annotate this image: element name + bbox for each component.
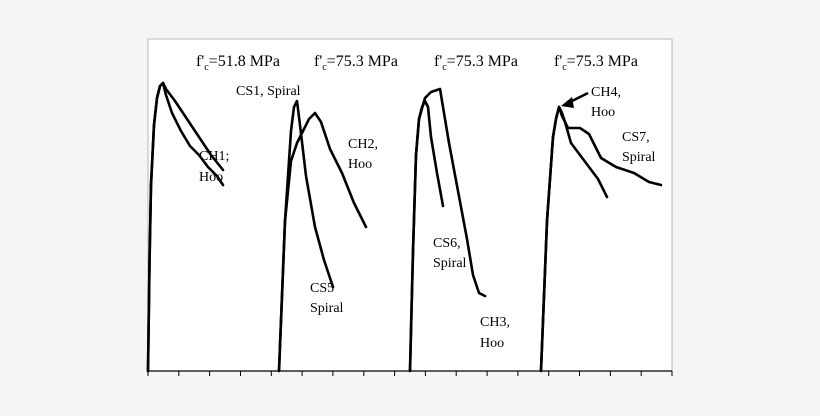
label-ch3-line1: CH3, (480, 315, 510, 330)
label-cs7-line2: Spiral (622, 150, 656, 165)
label-ch1-line2: Hoo (199, 170, 223, 185)
label-ch4-line1: CH4, (591, 85, 621, 100)
curves-layer (146, 81, 663, 373)
label-ch1-line1: CH1; (199, 149, 229, 164)
ch4-arrow (561, 91, 589, 108)
label-ch3-line2: Hoo (480, 336, 504, 351)
x-axis-ticks (147, 371, 673, 376)
ch2-curve (277, 111, 368, 373)
cs5-curve (277, 99, 335, 373)
group-2-header: f'c=75.3 MPa (314, 53, 398, 73)
cs7-curve (539, 105, 663, 373)
label-cs7-line1: CS7, (622, 130, 650, 145)
label-ch4-line2: Hoo (591, 105, 615, 120)
label-cs6-line1: CS6, (433, 236, 461, 251)
label-cs5-line1: CS5 (310, 281, 334, 296)
label-ch2-line1: CH2, (348, 137, 378, 152)
label-cs1: CS1, Spiral (236, 84, 301, 99)
group-1-header: f'c=51.8 MPa (196, 53, 280, 73)
label-ch2-line2: Hoo (348, 157, 372, 172)
label-cs6-line2: Spiral (433, 256, 467, 271)
label-cs5-line2: Spiral (310, 301, 344, 316)
ch1-curve (146, 81, 225, 373)
group-3-header: f'c=75.3 MPa (434, 53, 518, 73)
ch3-curve (408, 87, 487, 373)
group-4-header: f'c=75.3 MPa (554, 53, 638, 73)
